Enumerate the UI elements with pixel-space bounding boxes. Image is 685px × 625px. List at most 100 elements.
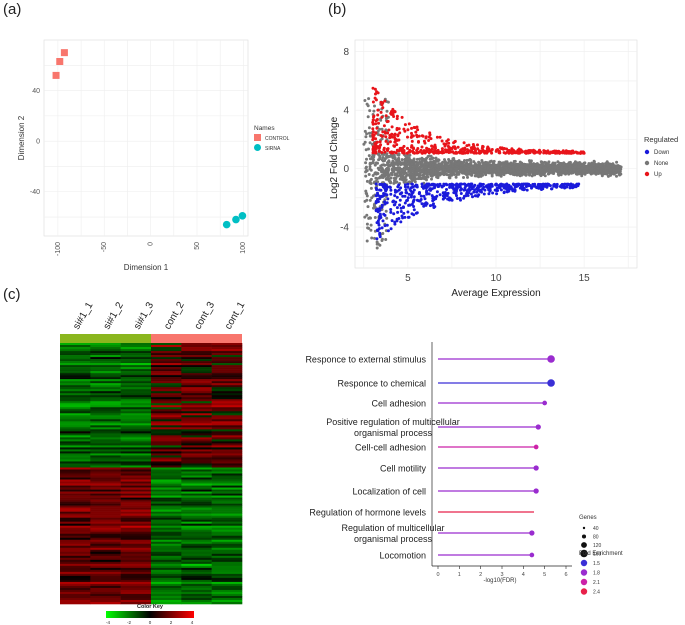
down-point — [412, 205, 416, 208]
down-point — [418, 191, 421, 194]
heatmap-cell — [90, 525, 121, 529]
heatmap-cell — [120, 567, 152, 571]
heatmap-cell — [211, 509, 243, 512]
heatmap-cell — [151, 575, 182, 579]
heatmap-cell — [90, 505, 121, 508]
none-point — [547, 172, 551, 176]
panel-b-xtick: 15 — [579, 273, 591, 284]
none-point — [522, 168, 526, 172]
panel-b-xlabel: Average Expression — [451, 288, 540, 299]
none-point — [529, 159, 533, 163]
heatmap-cell — [90, 567, 121, 571]
none-point — [430, 156, 434, 160]
heatmap-cell — [60, 491, 91, 494]
heatmap-cell — [90, 403, 121, 406]
heatmap-cell — [90, 601, 121, 605]
up-point — [410, 144, 414, 148]
heatmap-cell — [151, 395, 182, 398]
none-point — [532, 162, 536, 166]
heatmap-cell — [120, 345, 152, 348]
heatmap-cell — [151, 495, 182, 498]
heatmap-cell — [181, 595, 212, 599]
none-point — [368, 162, 372, 166]
none-point — [459, 163, 463, 167]
none-point — [369, 186, 373, 190]
up-point — [410, 131, 413, 135]
heatmap-cell — [120, 377, 152, 380]
heatmap-cell — [90, 347, 121, 350]
down-point — [444, 182, 448, 186]
heatmap-cell — [60, 565, 91, 569]
heatmap-column-label: si#1_1 — [71, 300, 95, 331]
heatmap-cell — [181, 401, 212, 404]
lollipop-category-label: Cell motility — [380, 464, 427, 474]
none-point — [585, 167, 589, 171]
heatmap-cell — [120, 501, 152, 504]
none-point — [467, 170, 471, 174]
up-point — [514, 151, 518, 155]
heatmap-cell — [151, 365, 182, 368]
heatmap-cell — [60, 439, 91, 442]
genes-legend-swatch — [580, 549, 588, 558]
up-point — [485, 151, 489, 155]
lollipop-category-label: Cell adhesion — [371, 399, 426, 409]
heatmap-cell — [60, 363, 91, 366]
heatmap-cell — [181, 377, 212, 380]
up-point — [393, 144, 396, 148]
up-point — [424, 149, 428, 153]
down-point — [376, 221, 380, 225]
lollipop-category-label: Regulation of multicellular organismal pr… — [341, 523, 444, 544]
color-key-tick: -2 — [127, 620, 131, 625]
heatmap-cell — [211, 353, 243, 356]
heatmap-cell — [90, 467, 121, 470]
down-point — [420, 182, 424, 186]
heatmap-cell — [211, 555, 243, 559]
up-point — [415, 125, 419, 129]
heatmap-cell — [181, 423, 212, 426]
none-point — [592, 163, 596, 167]
heatmap-cell — [90, 373, 121, 376]
heatmap-cell — [211, 383, 243, 386]
up-point — [538, 151, 542, 155]
heatmap-cell — [181, 391, 212, 394]
none-point — [375, 171, 379, 175]
heatmap-cell — [120, 419, 152, 422]
none-point — [389, 154, 393, 158]
heatmap-cell — [60, 493, 91, 496]
heatmap-cell — [60, 405, 91, 408]
heatmap-cell — [90, 497, 121, 500]
up-point — [574, 150, 578, 154]
none-point — [381, 156, 385, 159]
none-point — [511, 168, 515, 172]
heatmap-cell — [211, 541, 243, 545]
heatmap-cell — [60, 479, 91, 482]
heatmap-cell — [120, 589, 152, 593]
up-point — [371, 127, 375, 131]
up-point — [538, 148, 541, 152]
heatmap-cell — [211, 451, 243, 454]
heatmap-cell — [120, 433, 152, 436]
down-point — [500, 183, 504, 187]
none-point — [588, 166, 592, 170]
heatmap-cell — [60, 387, 91, 390]
heatmap-cell — [120, 343, 152, 346]
heatmap-cell — [90, 515, 121, 518]
heatmap-cell — [151, 421, 182, 424]
heatmap-cell — [120, 429, 152, 432]
none-point — [568, 167, 572, 170]
none-point — [424, 165, 428, 169]
heatmap-cell — [120, 525, 152, 529]
fe-legend-label: 2.1 — [593, 580, 600, 586]
heatmap-cell — [151, 549, 182, 553]
heatmap-cell — [60, 511, 91, 514]
down-point — [483, 188, 487, 192]
heatmap-cell — [90, 407, 121, 410]
panel-b-legend-down-label: Down — [654, 150, 669, 156]
heatmap-cell — [120, 431, 152, 434]
up-point — [476, 143, 479, 147]
none-point — [422, 159, 426, 163]
down-point — [430, 187, 434, 191]
none-point — [555, 169, 559, 173]
heatmap-cell — [151, 535, 182, 539]
none-point — [402, 176, 406, 180]
